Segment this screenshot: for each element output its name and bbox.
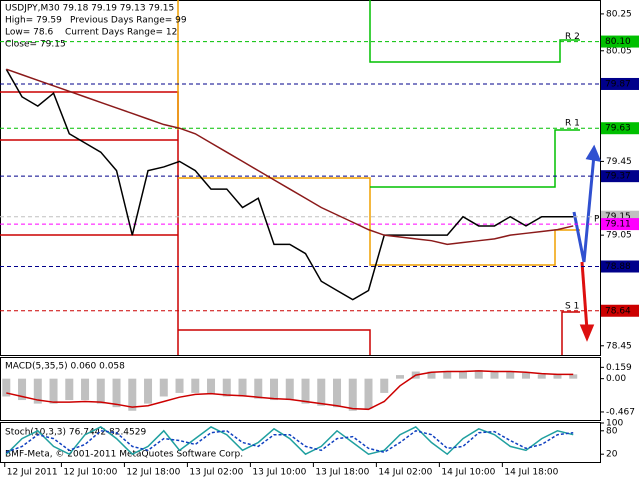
macd-bar [159,378,168,397]
price-label: 78.88 [605,262,631,272]
macd-bar [191,378,200,393]
macd-title: MACD(5,35,5) 0.060 0.058 [5,362,125,372]
price-label: 79.11 [605,220,631,230]
x-tick-label: 14 Jul 10:00 [441,468,495,478]
series-line [6,370,574,411]
price-label-box [601,304,639,317]
price-label-box [601,35,639,48]
macd-bar [427,371,436,379]
price-label-box [601,218,639,231]
macd-bar [443,371,452,379]
price-label-box [601,77,639,90]
x-tick-label: 12 Jul 2011 [7,468,58,478]
macd-bar [396,375,404,379]
y-tick-label: 78.45 [606,341,632,351]
x-tick-label: 14 Jul 18:00 [504,468,558,478]
macd-bar [474,370,483,379]
series-line [5,425,574,456]
pivot-tag: R 2 [565,32,580,42]
series-line [6,429,574,454]
y-tick-label: 80.05 [606,46,632,56]
x-tick-label: 14 Jul 02:00 [378,468,432,478]
price-label: 80.10 [605,37,631,47]
pivot-tag: R 1 [565,119,580,129]
y-tick-label: 80.25 [606,9,632,19]
macd-bar [506,371,515,379]
info-cur-range: Current Days Range= 12 [65,28,177,38]
price-label-box [601,260,639,273]
macd-bar [364,378,373,409]
pivot-tag: P [594,215,600,225]
info-prev-range: Previous Days Range= 99 [70,16,187,26]
series-line [5,68,574,301]
macd-bar [458,371,467,379]
macd-bar [81,378,90,401]
macd-bar [348,378,357,411]
macd-bar [222,378,231,397]
macd-panel [0,357,601,421]
y-tick-label: 80 [606,426,618,436]
macd-bar [207,378,216,395]
macd-bar [553,374,562,379]
info-close: Close= 79.15 [5,40,66,50]
stoch-panel [0,422,601,463]
macd-bar [112,378,121,408]
macd-bar [238,378,247,397]
macd-bar [380,378,389,393]
y-tick-label: 0.00 [606,374,626,384]
macd-bar [144,378,153,404]
price-label-box [601,170,639,183]
macd-bar [254,378,263,399]
series-line [6,68,574,246]
x-tick-label: 13 Jul 18:00 [315,468,369,478]
macd-bar [301,378,310,404]
macd-bar [521,372,530,379]
stoch-title: Stoch(10,3,3) 76.7442 82.4529 [5,428,146,438]
price-label: 78.64 [605,306,631,316]
macd-bar [317,378,326,406]
macd-bar [128,378,137,411]
macd-bar [333,378,342,408]
macd-bar [18,378,27,401]
main-panel [0,0,601,356]
info-low: Low= 78.6 [5,28,53,38]
macd-bar [49,378,58,404]
macd-bar [96,378,105,404]
y-tick-label: 0.159 [606,363,632,373]
macd-bar [33,378,42,404]
macd-bar [175,378,184,393]
pivot-tag: S 1 [565,301,579,311]
price-label: 79.63 [605,124,631,134]
y-tick-label: 100 [606,419,623,429]
symbol-title: USDJPY,M30 79.18 79.19 79.13 79.15 [5,4,174,14]
y-tick-label: -0.467 [606,407,635,417]
price-label: 79.15 [605,212,631,222]
price-label: 79.87 [605,79,631,89]
macd-bar [490,371,499,379]
x-tick-label: 12 Jul 10:00 [63,468,117,478]
macd-bar [2,378,11,397]
x-tick-label: 13 Jul 10:00 [252,468,306,478]
y-tick-label: 79.45 [606,157,632,167]
macd-bar [270,378,279,401]
x-tick-label: 13 Jul 02:00 [189,468,243,478]
x-tick-label: 12 Jul 18:00 [126,468,180,478]
macd-bar [537,374,546,379]
y-tick-label: 79.05 [606,231,632,241]
price-label: 79.37 [605,172,631,182]
y-tick-label: 20 [606,450,618,460]
macd-bar [569,374,578,379]
copyright: BMF-Meta, © 2001-2011 MetaQuotes Softwar… [5,450,243,460]
info-high: High= 79.59 [5,16,62,26]
macd-bar [65,378,74,401]
macd-bar [285,378,294,401]
price-label-box [601,122,639,135]
forecast-arrows [572,144,602,342]
